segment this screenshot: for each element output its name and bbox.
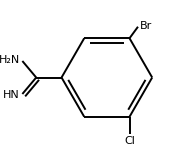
Text: HN: HN [3,90,20,100]
Text: Cl: Cl [124,136,135,146]
Text: H₂N: H₂N [0,55,20,65]
Text: Br: Br [139,21,152,31]
